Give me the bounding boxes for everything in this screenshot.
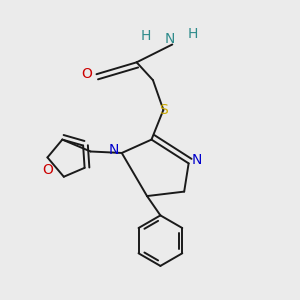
Text: O: O	[42, 164, 53, 177]
Text: N: N	[192, 153, 202, 167]
Text: S: S	[159, 103, 168, 117]
Text: H: H	[141, 28, 152, 43]
Text: O: O	[81, 67, 92, 81]
Text: N: N	[164, 32, 175, 46]
Text: H: H	[187, 27, 197, 41]
Text: N: N	[108, 143, 119, 157]
